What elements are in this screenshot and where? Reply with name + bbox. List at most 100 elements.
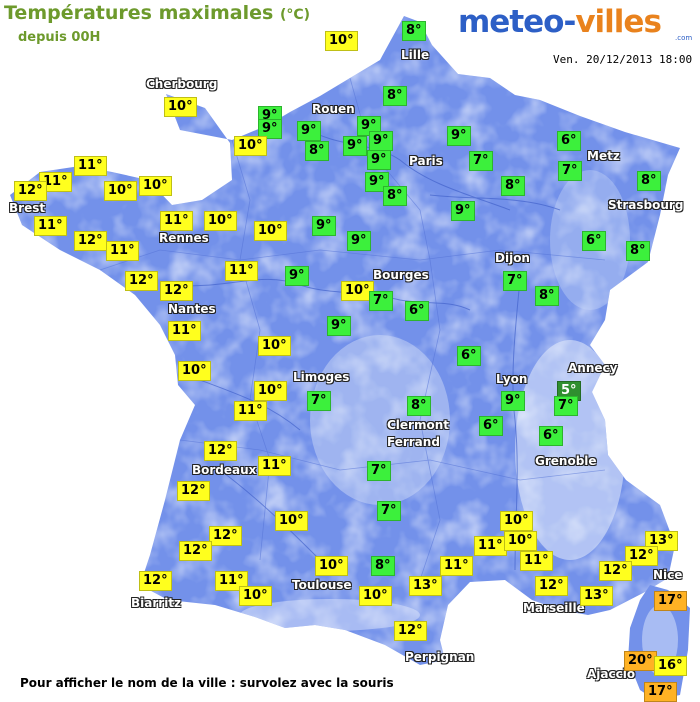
temp-marker[interactable]: 9° [297,121,321,141]
temp-marker[interactable]: 8° [535,286,559,306]
temp-marker[interactable]: 12° [394,621,427,641]
temp-marker[interactable]: 11° [225,261,258,281]
temp-marker[interactable]: 11° [440,556,473,576]
city-label-brest[interactable]: Brest [9,201,46,215]
city-label-paris[interactable]: Paris [409,154,443,168]
temp-marker[interactable]: 10° [164,97,197,117]
temp-marker[interactable]: 11° [168,321,201,341]
temp-marker[interactable]: 12° [125,271,158,291]
temp-marker[interactable]: 12° [535,576,568,596]
temp-marker[interactable]: 10° [139,176,172,196]
temp-marker[interactable]: 11° [258,456,291,476]
temp-marker[interactable]: 6° [557,131,581,151]
temp-marker[interactable]: 12° [204,441,237,461]
temp-marker[interactable]: 7° [307,391,331,411]
city-label-ferrand[interactable]: Ferrand [387,435,440,449]
temp-marker[interactable]: 11° [106,241,139,261]
temp-marker[interactable]: 10° [504,531,537,551]
temp-marker[interactable]: 8° [383,86,407,106]
temp-marker[interactable]: 10° [258,336,291,356]
temp-marker[interactable]: 8° [626,241,650,261]
city-label-nantes[interactable]: Nantes [168,302,216,316]
temp-marker[interactable]: 11° [39,172,72,192]
temp-marker[interactable]: 12° [625,546,658,566]
temp-marker[interactable]: 12° [14,181,47,201]
city-label-annecy[interactable]: Annecy [568,361,618,375]
temp-marker[interactable]: 10° [204,211,237,231]
temp-marker[interactable]: 10° [254,221,287,241]
temp-marker[interactable]: 16° [654,656,687,676]
city-label-bourges[interactable]: Bourges [373,268,429,282]
temp-marker[interactable]: 17° [644,682,677,702]
temp-marker[interactable]: 11° [160,211,193,231]
temp-marker[interactable]: 7° [558,161,582,181]
temp-marker[interactable]: 11° [74,156,107,176]
temp-marker[interactable]: 8° [383,186,407,206]
temp-marker[interactable]: 8° [402,21,426,41]
temp-marker[interactable]: 9° [369,131,393,151]
temp-marker[interactable]: 9° [365,172,389,192]
city-label-strasbourg[interactable]: Strasbourg [608,198,684,212]
temp-marker[interactable]: 6° [405,301,429,321]
temp-marker[interactable]: 10° [325,31,358,51]
city-label-rouen[interactable]: Rouen [312,102,355,116]
temp-marker[interactable]: 13° [409,576,442,596]
temp-marker[interactable]: 8° [305,141,329,161]
temp-marker[interactable]: 12° [177,481,210,501]
temp-marker[interactable]: 9° [285,266,309,286]
city-label-nice[interactable]: Nice [653,568,683,582]
temp-marker[interactable]: 7° [377,501,401,521]
temp-marker[interactable]: 8° [501,176,525,196]
city-label-grenoble[interactable]: Grenoble [535,454,597,468]
city-label-rennes[interactable]: Rennes [159,231,209,245]
temp-marker[interactable]: 12° [599,561,632,581]
temp-marker[interactable]: 9° [312,216,336,236]
temp-marker[interactable]: 13° [580,586,613,606]
temp-marker[interactable]: 10° [104,181,137,201]
city-label-clermont[interactable]: Clermont [387,418,450,432]
temp-marker[interactable]: 10° [178,361,211,381]
temp-marker[interactable]: 10° [315,556,348,576]
city-label-dijon[interactable]: Dijon [495,251,530,265]
temp-marker[interactable]: 9° [451,201,475,221]
temp-marker[interactable]: 8° [407,396,431,416]
temp-marker[interactable]: 10° [275,511,308,531]
temp-marker[interactable]: 8° [637,171,661,191]
temp-marker[interactable]: 11° [520,551,553,571]
temp-marker[interactable]: 6° [582,231,606,251]
temp-marker[interactable]: 12° [74,231,107,251]
city-label-metz[interactable]: Metz [587,149,620,163]
temp-marker[interactable]: 7° [554,396,578,416]
temp-marker[interactable]: 6° [479,416,503,436]
temp-marker[interactable]: 7° [369,291,393,311]
temp-marker[interactable]: 9° [347,231,371,251]
temp-marker[interactable]: 7° [367,461,391,481]
temp-marker[interactable]: 11° [234,401,267,421]
temp-marker[interactable]: 9° [327,316,351,336]
city-label-limoges[interactable]: Limoges [293,370,350,384]
city-label-ajaccio[interactable]: Ajaccio [587,667,636,681]
city-label-biarritz[interactable]: Biarritz [131,596,182,610]
temp-marker[interactable]: 12° [209,526,242,546]
temp-marker[interactable]: 7° [469,151,493,171]
temp-marker[interactable]: 9° [501,391,525,411]
city-label-cherbourg[interactable]: Cherbourg [146,77,218,91]
temp-marker[interactable]: 10° [359,586,392,606]
temp-marker[interactable]: 11° [474,536,507,556]
temp-marker[interactable]: 10° [500,511,533,531]
temp-marker[interactable]: 9° [343,136,367,156]
city-label-lille[interactable]: Lille [401,48,430,62]
city-label-marseille[interactable]: Marseille [523,601,585,615]
temp-marker[interactable]: 7° [503,271,527,291]
temp-marker[interactable]: 9° [367,150,391,170]
city-label-toulouse[interactable]: Toulouse [292,578,352,592]
temp-marker[interactable]: 12° [139,571,172,591]
temp-marker[interactable]: 8° [371,556,395,576]
city-label-lyon[interactable]: Lyon [496,372,528,386]
temp-marker[interactable]: 11° [34,216,67,236]
temp-marker[interactable]: 10° [239,586,272,606]
temp-marker[interactable]: 12° [179,541,212,561]
city-label-perpignan[interactable]: Perpignan [405,650,475,664]
temp-marker[interactable]: 6° [457,346,481,366]
city-label-bordeaux[interactable]: Bordeaux [192,463,257,477]
